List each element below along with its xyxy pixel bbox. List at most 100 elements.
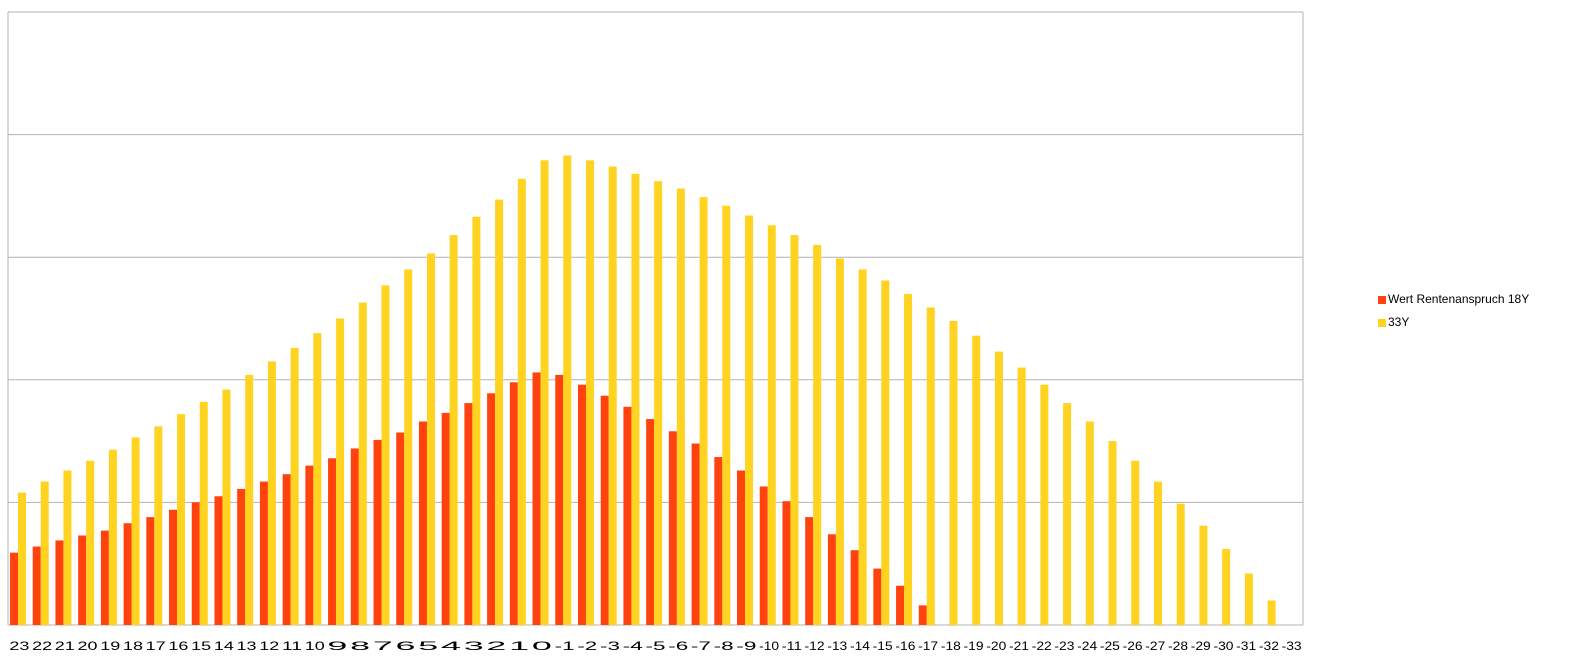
bar (532, 372, 541, 625)
x-tick-label: -25 (1100, 639, 1120, 653)
bar (737, 470, 746, 625)
x-tick-label: -30 (1213, 639, 1233, 653)
x-tick-label: -19 (964, 639, 984, 653)
bar (1176, 503, 1185, 625)
bar (10, 552, 18, 625)
bar (555, 374, 564, 625)
x-tick-label: 11 (282, 639, 303, 653)
x-tick-label: 0 (532, 639, 553, 653)
x-tick-label: -7 (691, 639, 712, 653)
x-tick-label: -21 (1009, 639, 1029, 653)
x-tick-label: 3 (464, 639, 485, 653)
bar (600, 395, 609, 625)
bar (1222, 548, 1231, 625)
bar (449, 235, 458, 625)
x-tick-label: -2 (577, 639, 598, 653)
x-tick-label: 20 (78, 639, 98, 653)
bar (1131, 460, 1140, 625)
bar (517, 178, 526, 625)
x-tick-label: 1 (509, 639, 530, 653)
bar (396, 432, 405, 625)
bar (237, 488, 246, 625)
bar (691, 443, 700, 625)
x-tick-label: 13 (237, 639, 257, 653)
x-tick-label: 21 (55, 639, 75, 653)
x-tick-label: -11 (782, 639, 802, 653)
x-tick-label: 12 (259, 639, 279, 653)
bar (949, 320, 958, 625)
x-tick-label: -4 (623, 639, 644, 653)
bar (373, 439, 382, 625)
x-tick-label: 6 (396, 639, 417, 653)
x-tick-label: 2 (486, 639, 507, 653)
bar (154, 426, 163, 625)
bar (676, 188, 685, 625)
bar (1108, 441, 1117, 625)
bar (199, 401, 208, 625)
legend-swatch (1378, 296, 1386, 304)
bar (722, 205, 731, 625)
bar (509, 382, 518, 625)
x-tick-label: 23 (9, 639, 29, 653)
bar (169, 509, 178, 625)
x-tick-label: -32 (1259, 639, 1279, 653)
bar (1267, 600, 1276, 625)
x-tick-label: 5 (418, 639, 439, 653)
bar (123, 523, 132, 625)
bar (623, 406, 632, 625)
bar (131, 437, 140, 625)
bar (813, 244, 822, 625)
bar (631, 173, 640, 625)
bar (86, 460, 95, 625)
bar (759, 486, 768, 625)
bar (850, 550, 859, 625)
bar (1017, 367, 1026, 625)
bar (358, 302, 367, 625)
bar (146, 517, 155, 625)
x-tick-label: -6 (668, 639, 689, 653)
bar (282, 474, 291, 625)
bar (78, 535, 87, 625)
bar (305, 465, 314, 625)
bar (858, 269, 867, 625)
bar (32, 546, 41, 625)
bar (472, 216, 481, 625)
bar (18, 492, 26, 625)
bar (222, 389, 231, 625)
bar (259, 481, 268, 625)
bar (972, 335, 981, 625)
x-tick-label: 17 (146, 639, 166, 653)
bar (714, 457, 723, 625)
x-tick-label: 22 (32, 639, 52, 653)
bar (267, 361, 276, 625)
bar (191, 502, 200, 625)
x-tick-label: -13 (827, 639, 847, 653)
bar (426, 253, 435, 625)
bar (873, 568, 882, 625)
bar (896, 585, 905, 625)
bar (926, 307, 935, 625)
bar (100, 530, 109, 625)
bar (563, 155, 572, 625)
bar (881, 280, 890, 625)
bar (745, 215, 754, 626)
x-tick-label: -33 (1282, 639, 1302, 653)
bar (646, 419, 655, 625)
bar (381, 285, 390, 625)
x-tick-label: -15 (873, 639, 893, 653)
bar (782, 501, 791, 625)
bar (608, 166, 617, 625)
legend-swatch (1378, 319, 1386, 327)
bar (654, 181, 663, 626)
bar (350, 448, 359, 625)
x-tick-label: -3 (600, 639, 621, 653)
bar (835, 258, 844, 625)
bar (1063, 403, 1072, 625)
bar (63, 470, 72, 625)
x-tick-label: -23 (1054, 639, 1074, 653)
bar (790, 235, 799, 625)
x-tick-label: -29 (1191, 639, 1211, 653)
x-tick-label: -27 (1145, 639, 1165, 653)
x-tick-label: 15 (191, 639, 211, 653)
bar (1040, 384, 1049, 625)
